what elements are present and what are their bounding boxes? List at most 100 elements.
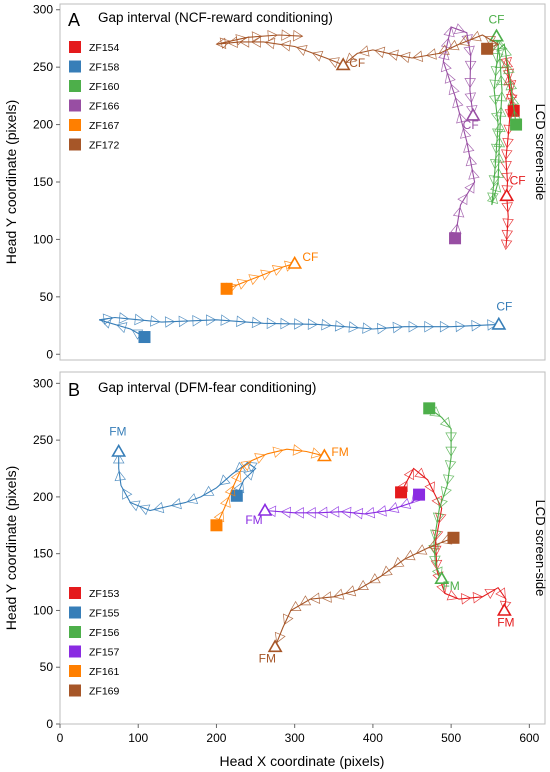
start-square — [413, 488, 426, 501]
direction-marker — [260, 269, 272, 281]
series-path — [98, 316, 499, 338]
direction-marker — [329, 505, 340, 518]
plot-frame — [59, 371, 546, 725]
direction-marker — [345, 52, 357, 64]
end-triangle — [335, 57, 351, 71]
direction-marker — [501, 229, 514, 241]
direction-marker — [399, 51, 411, 64]
direction-marker — [500, 161, 512, 172]
direction-marker — [293, 29, 304, 42]
end-label: CF — [302, 250, 318, 264]
x-tick-label: 600 — [519, 731, 539, 745]
direction-marker — [494, 57, 507, 68]
direction-marker — [114, 470, 127, 482]
direction-marker — [138, 504, 151, 516]
direction-marker — [309, 592, 321, 604]
direction-marker — [352, 507, 364, 520]
direction-marker — [460, 593, 472, 605]
end-triangle — [434, 571, 450, 585]
y-tick-label: 200 — [33, 118, 53, 132]
direction-marker — [486, 192, 499, 204]
end-triangle — [496, 602, 512, 616]
legend-label: ZF153 — [89, 588, 120, 600]
end-label: FM — [109, 425, 126, 439]
direction-marker — [236, 315, 247, 328]
direction-marker — [235, 34, 247, 46]
series-path — [428, 407, 452, 579]
direction-marker — [307, 318, 318, 330]
end-label: CF — [349, 56, 365, 70]
direction-marker — [505, 79, 518, 91]
direction-marker — [500, 239, 513, 251]
legend-swatch — [69, 138, 81, 151]
direction-marker — [219, 37, 231, 49]
panel-a: 0 50 100 150 200 250 300 Head Y coordinate (pix… — [3, 3, 548, 362]
direction-marker — [464, 181, 475, 194]
direction-marker — [280, 506, 291, 519]
y-tick-label: 150 — [33, 547, 53, 561]
direction-marker — [430, 559, 443, 571]
y-axis-label: Head Y coordinate (pixels) — [3, 466, 19, 630]
direction-marker — [440, 486, 452, 498]
direction-marker — [487, 192, 499, 203]
side-label: LCD screen-side — [533, 104, 548, 201]
start-square — [230, 489, 243, 502]
direction-marker — [220, 496, 231, 508]
direction-marker — [220, 314, 232, 326]
direction-marker — [392, 321, 404, 334]
direction-marker — [399, 498, 412, 509]
panel-letter: B — [68, 380, 80, 400]
end-triangle — [499, 188, 515, 202]
direction-marker — [118, 312, 130, 324]
direction-marker — [149, 315, 161, 327]
direction-marker — [328, 57, 340, 69]
legend-swatch — [69, 665, 81, 677]
direction-marker — [282, 613, 294, 626]
legend-label: ZF167 — [89, 120, 120, 132]
direction-marker — [404, 549, 416, 561]
direction-marker — [219, 474, 231, 486]
y-tick-label: 100 — [33, 603, 53, 617]
side-label: LCD screen-side — [533, 500, 548, 597]
direction-marker — [251, 316, 263, 329]
direction-marker — [468, 168, 480, 180]
x-tick-label: 0 — [57, 731, 64, 745]
direction-marker — [251, 31, 263, 43]
end-label: FM — [331, 445, 348, 459]
direction-marker — [230, 470, 242, 483]
direction-marker — [448, 83, 460, 96]
end-triangle — [287, 255, 303, 269]
y-tick-label: 100 — [33, 232, 53, 246]
direction-marker — [317, 506, 328, 519]
direction-marker — [164, 316, 176, 328]
x-axis-label: Head X coordinate (pixels) — [220, 753, 385, 769]
direction-marker — [484, 588, 497, 599]
direction-marker — [442, 474, 455, 486]
start-square — [449, 232, 462, 245]
end-label: CF — [510, 173, 526, 187]
direction-marker — [414, 467, 426, 479]
direction-marker — [170, 497, 182, 510]
plot-frame — [59, 3, 546, 361]
direction-marker — [102, 313, 114, 325]
direction-marker — [501, 172, 513, 183]
direction-marker — [129, 500, 141, 512]
end-label: CF — [463, 118, 479, 132]
legend-swatch — [69, 684, 81, 697]
x-tick-label: 500 — [441, 731, 461, 745]
direction-marker — [266, 317, 277, 330]
direction-marker — [215, 37, 227, 50]
start-square — [447, 531, 460, 544]
direction-marker — [436, 497, 448, 509]
y-tick-label: 200 — [33, 490, 53, 504]
direction-marker — [254, 453, 266, 464]
direction-marker — [296, 45, 308, 56]
direction-marker — [492, 128, 504, 139]
y-axis-label: Head Y coordinate (pixels) — [3, 100, 19, 264]
direction-marker — [281, 29, 292, 41]
direction-marker — [432, 512, 445, 524]
direction-marker — [377, 322, 388, 335]
start-square — [220, 282, 233, 295]
direction-marker — [250, 36, 261, 48]
legend-swatch — [69, 626, 81, 638]
